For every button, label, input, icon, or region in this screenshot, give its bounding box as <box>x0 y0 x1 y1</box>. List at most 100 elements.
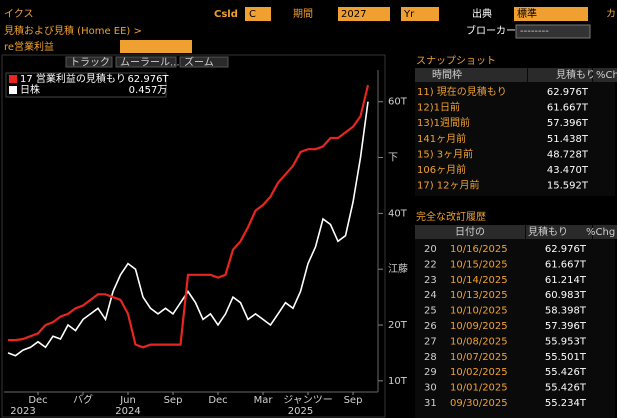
column-header: 見積もり <box>556 68 596 81</box>
x-tick-label: Jun <box>119 395 136 406</box>
legend-label: 17 営業利益の見積もり <box>20 72 126 85</box>
snapshot-value: 51.438T <box>547 134 589 145</box>
snapshot-value: 62.976T <box>547 87 589 98</box>
broker-value[interactable]: -------- <box>520 26 549 37</box>
history-date: 10/07/2025 <box>450 352 508 363</box>
history-index: 23 <box>424 275 437 286</box>
history-value: 62.976T <box>545 244 587 255</box>
column-header: 日付の <box>455 225 485 238</box>
history-date: 10/09/2025 <box>450 321 508 332</box>
y-tick-label: 60T <box>388 97 408 108</box>
legend-swatch <box>9 75 17 83</box>
history-panel <box>415 226 615 418</box>
y-tick-label: 江藤 <box>388 263 408 275</box>
period-label: 期間 <box>293 8 313 20</box>
legend-value: 0.457万 <box>129 85 168 96</box>
snapshot-title: スナップショット <box>416 55 496 67</box>
history-index: 20 <box>424 244 437 255</box>
y-tick-label: 40T <box>388 208 408 219</box>
history-index: 25 <box>424 306 437 317</box>
chart-frame <box>1 54 386 418</box>
column-header-bg <box>593 68 617 82</box>
snapshot-value: 57.396T <box>547 118 589 129</box>
history-value: 57.396T <box>545 321 587 332</box>
history-index: 31 <box>424 398 437 409</box>
history-index: 27 <box>424 336 437 347</box>
source-field[interactable] <box>514 7 588 21</box>
source-label: 出典 <box>472 7 492 20</box>
snapshot-label: 17) 12ヶ月前 <box>417 179 480 192</box>
column-header: %Chg ä <box>586 227 617 238</box>
period-field[interactable] <box>338 7 390 21</box>
toolbar-button[interactable] <box>179 56 229 68</box>
period-unit-field[interactable] <box>401 7 439 21</box>
cut-label: カ <box>606 8 616 20</box>
csld-field[interactable] <box>245 7 271 21</box>
history-index: 28 <box>424 352 437 363</box>
history-title: 完全な改訂履歴 <box>416 210 486 223</box>
history-date: 10/16/2025 <box>450 244 508 255</box>
y-tick-label: 下 <box>388 153 398 164</box>
x-tick-label: Mar <box>254 395 274 406</box>
legend-swatch <box>9 86 17 94</box>
toolbar-label[interactable]: ズーム <box>184 56 214 69</box>
column-header: 見積もり <box>528 225 568 238</box>
toolbar-button[interactable] <box>65 56 113 68</box>
history-value: 60.983T <box>545 290 587 301</box>
x-tick-label: ジャンツー <box>283 395 333 406</box>
app-name: イクス <box>4 8 34 20</box>
broker-label: ブローカー <box>466 24 516 37</box>
history-date: 10/02/2025 <box>450 367 508 378</box>
snapshot-value: 43.470T <box>547 165 589 176</box>
history-value: 61.214T <box>545 275 587 286</box>
snapshot-label: 11) 現在の見積もり <box>417 85 507 98</box>
column-header-bg <box>593 225 617 239</box>
history-index: 29 <box>424 367 437 378</box>
csld-value[interactable]: C <box>249 9 256 20</box>
history-value: 55.426T <box>545 383 587 394</box>
history-date: 10/10/2025 <box>450 306 508 317</box>
toolbar-label[interactable]: トラック <box>70 57 110 69</box>
snapshot-label: 13)1週間前 <box>417 116 470 129</box>
snapshot-label: 106ヶ月前 <box>417 163 466 176</box>
history-value: 55.426T <box>545 367 587 378</box>
x-tick-label: バグ <box>73 393 93 406</box>
history-date: 10/01/2025 <box>450 383 508 394</box>
x-tick-label: Dec <box>28 395 47 406</box>
period-value[interactable]: 2027 <box>341 9 366 20</box>
toolbar-label[interactable]: ムーラール... <box>120 57 180 69</box>
period-unit[interactable]: Yr <box>403 9 415 20</box>
snapshot-label: 141ヶ月前 <box>417 132 466 145</box>
metric-field[interactable] <box>120 40 192 53</box>
source-value[interactable]: 標準 <box>517 7 537 20</box>
subtitle: 見積および見積 (Home EE) > <box>4 24 142 37</box>
history-value: 58.398T <box>545 306 587 317</box>
x-tick-label: Sep <box>344 395 363 406</box>
year-label: 2023 <box>10 406 35 417</box>
snapshot-label: 12)1日前 <box>417 101 460 114</box>
column-header: %Chg <box>596 70 617 81</box>
column-header-bg <box>415 68 527 82</box>
history-index: 22 <box>424 259 437 270</box>
history-date: 10/08/2025 <box>450 336 508 347</box>
snapshot-panel <box>415 68 615 196</box>
column-header-bg <box>528 68 592 82</box>
snapshot-value: 15.592T <box>547 181 589 192</box>
history-value: 61.667T <box>545 259 587 270</box>
legend-label: 日株 <box>20 83 40 96</box>
history-index: 24 <box>424 290 437 301</box>
broker-field[interactable] <box>515 24 591 39</box>
snapshot-value: 61.667T <box>547 103 589 114</box>
toolbar-button[interactable] <box>115 56 177 68</box>
y-tick-label: 10T <box>388 376 408 387</box>
history-index: 30 <box>424 383 437 394</box>
year-label: 2024 <box>115 406 140 417</box>
history-date: 10/14/2025 <box>450 275 508 286</box>
history-value: 55.953T <box>545 336 587 347</box>
history-index: 26 <box>424 321 437 332</box>
history-date: 10/15/2025 <box>450 259 508 270</box>
year-label: 2025 <box>288 406 313 417</box>
legend-box <box>5 72 167 98</box>
column-header: 時間枠 <box>432 68 462 81</box>
